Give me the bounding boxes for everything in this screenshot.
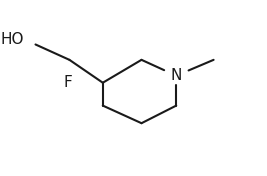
Text: F: F — [63, 75, 72, 90]
Text: HO: HO — [1, 32, 24, 47]
Text: N: N — [171, 68, 182, 83]
